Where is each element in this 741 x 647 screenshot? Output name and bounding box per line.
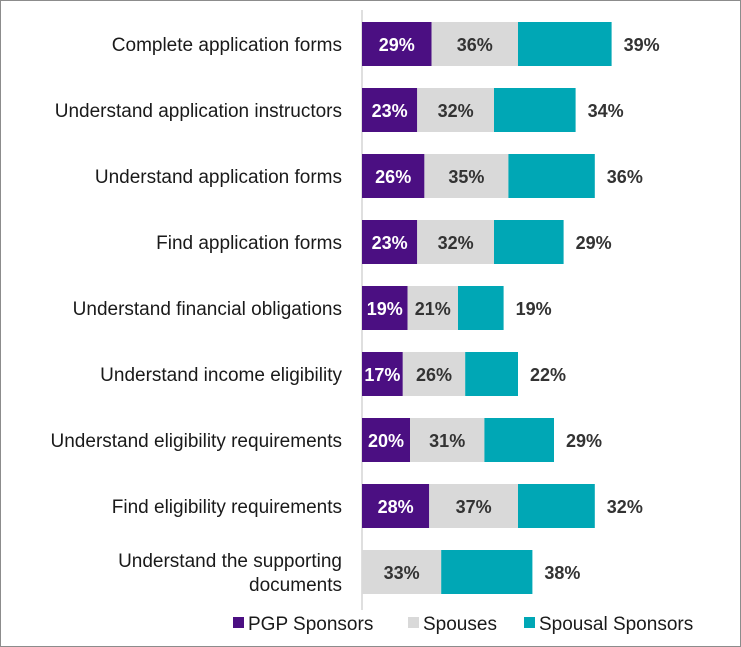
category-label: Understand application instructors <box>55 101 342 122</box>
legend-swatch-pgp-sponsors <box>233 617 244 628</box>
bar-segment-spousal-sponsors <box>518 22 612 66</box>
bar-segment-spousal-sponsors <box>465 352 518 396</box>
data-label: 38% <box>544 563 580 583</box>
bar-segment-spousal-sponsors <box>458 286 504 330</box>
category-label-line: Find application forms <box>156 233 342 254</box>
data-label: 23% <box>372 101 408 121</box>
data-label: 32% <box>438 233 474 253</box>
data-label: 29% <box>566 431 602 451</box>
data-label: 19% <box>367 299 403 319</box>
legend-label: PGP Sponsors <box>248 614 373 635</box>
data-label: 39% <box>624 35 660 55</box>
data-label: 23% <box>372 233 408 253</box>
bar-segment-spousal-sponsors <box>484 418 554 462</box>
category-label: Understand application forms <box>95 167 342 188</box>
category-label-line: documents <box>249 575 342 596</box>
bar-segment-pgp-sponsors <box>362 352 403 396</box>
bar-segment-spouses <box>402 352 466 396</box>
bar-segment-spousal-sponsors <box>494 220 564 264</box>
category-label: Find application forms <box>156 233 342 254</box>
data-label: 29% <box>379 35 415 55</box>
bar-segment-pgp-sponsors <box>362 154 425 198</box>
data-label: 21% <box>415 299 451 319</box>
bar-segment-spouses <box>407 286 458 330</box>
bar-segment-pgp-sponsors <box>362 286 408 330</box>
category-label-line: Understand eligibility requirements <box>51 431 342 452</box>
bar-segment-spouses <box>362 550 442 594</box>
bar-segment-pgp-sponsors <box>362 484 430 528</box>
bar-segment-pgp-sponsors <box>362 88 418 132</box>
bar-segment-spouses <box>424 154 509 198</box>
category-label: Understand the supporting documents <box>118 551 342 596</box>
legend-swatch-spouses <box>408 617 419 628</box>
data-label: 20% <box>368 431 404 451</box>
bar-segment-spouses <box>429 484 518 528</box>
bar-segment-spouses <box>417 220 494 264</box>
data-label: 26% <box>416 365 452 385</box>
legend-label: Spousal Sponsors <box>539 614 693 635</box>
data-label: 34% <box>588 101 624 121</box>
category-label: Understand income eligibility <box>100 365 342 386</box>
category-label-line: Find eligibility requirements <box>112 497 342 518</box>
category-label-line: Understand application instructors <box>55 101 342 122</box>
legend-swatch-spousal-sponsors <box>524 617 535 628</box>
category-label-line: Understand the supporting <box>118 551 342 572</box>
category-label: Understand eligibility requirements <box>51 431 342 452</box>
legend-label: Spouses <box>423 614 497 635</box>
data-label: 33% <box>384 563 420 583</box>
bar-segment-spousal-sponsors <box>508 154 595 198</box>
data-label: 31% <box>429 431 465 451</box>
data-label: 26% <box>375 167 411 187</box>
data-label: 17% <box>364 365 400 385</box>
data-label: 19% <box>516 299 552 319</box>
data-label: 32% <box>438 101 474 121</box>
data-label: 37% <box>456 497 492 517</box>
bar-segment-spousal-sponsors <box>441 550 533 594</box>
data-label: 29% <box>576 233 612 253</box>
data-label: 22% <box>530 365 566 385</box>
bar-segment-spousal-sponsors <box>518 484 595 528</box>
category-label-line: Understand financial obligations <box>73 299 342 320</box>
bar-segment-pgp-sponsors <box>362 418 410 462</box>
data-label: 35% <box>448 167 484 187</box>
bar-segment-spouses <box>417 88 494 132</box>
bar-segment-spouses <box>410 418 485 462</box>
data-label: 36% <box>607 167 643 187</box>
data-label: 36% <box>457 35 493 55</box>
category-label: Complete application forms <box>112 35 342 56</box>
bar-segment-spouses <box>431 22 518 66</box>
category-label-line: Understand income eligibility <box>100 365 342 386</box>
category-label: Understand financial obligations <box>73 299 342 320</box>
category-label-line: Complete application forms <box>112 35 342 56</box>
data-label: 32% <box>607 497 643 517</box>
category-label-line: Understand application forms <box>95 167 342 188</box>
bar-segment-pgp-sponsors <box>362 22 432 66</box>
category-label: Find eligibility requirements <box>112 497 342 518</box>
data-label: 28% <box>378 497 414 517</box>
bar-segment-spousal-sponsors <box>494 88 576 132</box>
bar-segment-pgp-sponsors <box>362 220 418 264</box>
